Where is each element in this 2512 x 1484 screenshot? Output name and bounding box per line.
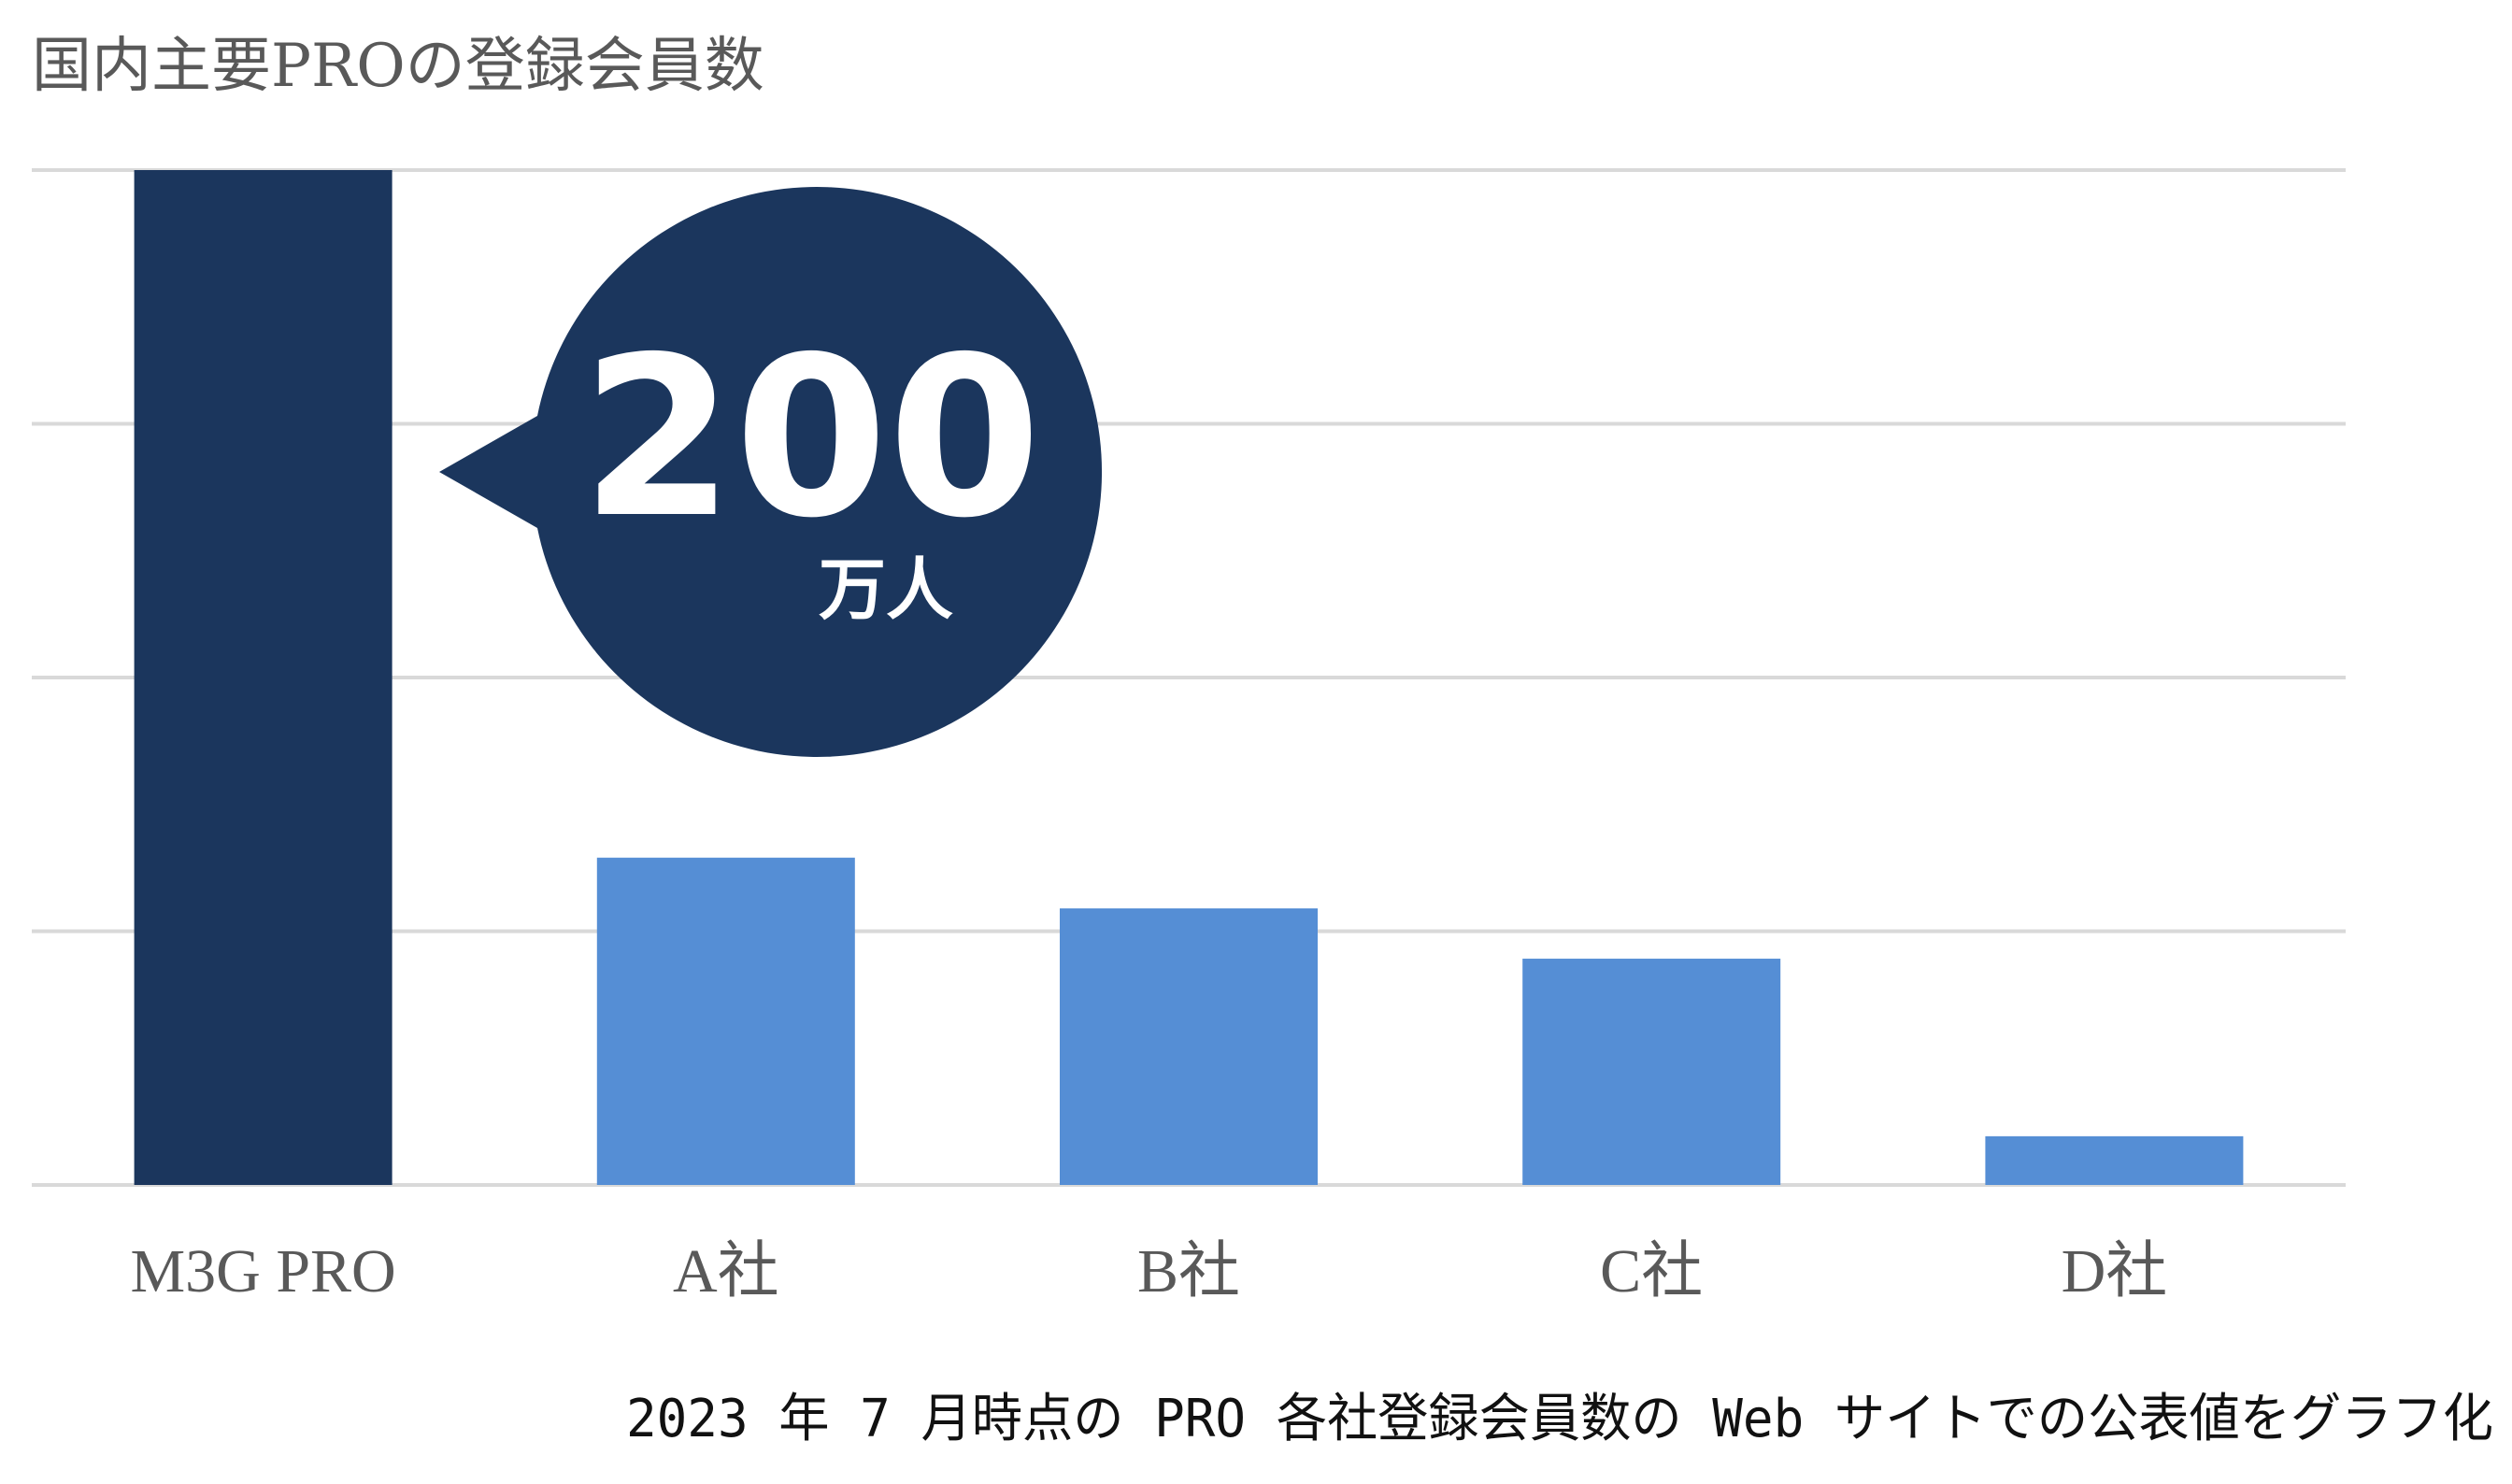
category-label: A社 [673, 1237, 779, 1306]
category-label: M3G PRO [130, 1237, 395, 1306]
gridlines [32, 168, 2346, 1187]
category-label: C社 [1600, 1237, 1703, 1306]
callout-unit: 万人 [819, 550, 953, 629]
source-footnote: 2023 年 7 月時点の PRO 各社登録会員数の Web サイトでの公表値を… [626, 1389, 2493, 1449]
bar-2 [596, 857, 855, 1185]
bar-1 [134, 170, 392, 1185]
callout-bubble [439, 186, 1103, 757]
bars [134, 170, 2244, 1185]
bar-4 [1522, 958, 1781, 1185]
value-callout: 200 万人 [439, 186, 1103, 757]
category-label: D社 [2062, 1237, 2168, 1306]
bar-3 [1060, 908, 1318, 1185]
callout-value: 200 [581, 309, 1042, 566]
category-labels: M3G PRO A社 B社 C社 D社 [130, 1237, 2167, 1306]
chart-title: 国内主要PROの登録会員数 [32, 32, 764, 101]
category-label: B社 [1137, 1237, 1240, 1306]
bar-5 [1985, 1135, 2244, 1185]
